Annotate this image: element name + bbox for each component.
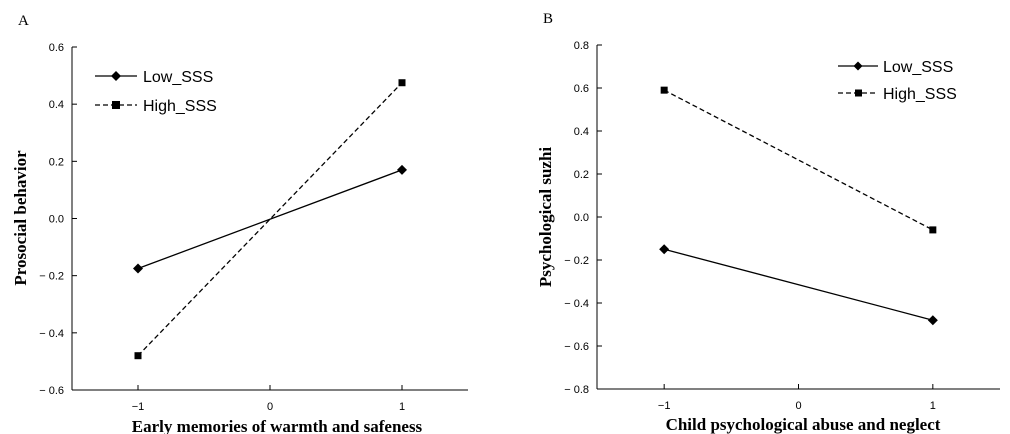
- legend-label-high-sss-b: High_SSS: [883, 86, 957, 103]
- x-axis-label-b: Child psychological abuse and neglect: [666, 415, 941, 434]
- series-group-b: [659, 86, 938, 326]
- y-tick-label: − 0.4: [564, 298, 589, 310]
- y-tick-label: 0.8: [574, 40, 589, 52]
- legend-item-low-sss-b: Low_SSS: [838, 59, 953, 76]
- y-tick-label: 0.0: [49, 214, 64, 226]
- data-point-low-sss: [397, 164, 407, 175]
- series-group-a: [133, 79, 407, 360]
- y-tick-label: − 0.6: [39, 385, 64, 397]
- panel-label-a: A: [18, 13, 29, 29]
- y-tick-label: 0.6: [49, 42, 64, 54]
- x-tick-label: 0: [267, 401, 273, 413]
- data-point-low-sss: [927, 315, 938, 326]
- legend-label-low-sss-b: Low_SSS: [883, 59, 953, 76]
- y-tick-label: 0.6: [574, 83, 589, 95]
- chart-panel-a: A − 0.6 − 0.4 − 0.2 0.0 0.2 0.4 0.6 −1 0 1 Early…: [11, 13, 468, 434]
- x-tick-label: 1: [399, 401, 405, 413]
- x-axis-ticks-b: −1 0 1: [658, 384, 936, 412]
- y-tick-label: − 0.2: [39, 271, 64, 283]
- data-point-high-sss: [660, 86, 668, 94]
- legend-item-high-sss-a: High_SSS: [95, 98, 217, 115]
- y-tick-label: − 0.4: [39, 328, 64, 340]
- x-axis-label-a: Early memories of warmth and safeness: [132, 417, 423, 434]
- x-tick-label: −1: [658, 400, 671, 412]
- x-tick-label: −1: [132, 401, 145, 413]
- series-line-high-sss: [137, 82, 403, 357]
- y-tick-label: − 0.2: [564, 255, 589, 267]
- series-line-high-sss: [663, 89, 934, 231]
- y-axis-ticks-b: − 0.8 − 0.6 − 0.4 − 0.2 0.0 0.2 0.4 0.6 0.8: [564, 40, 602, 396]
- series-line-low-sss: [137, 169, 403, 270]
- data-point-high-sss: [929, 226, 937, 234]
- y-tick-label: 0.4: [49, 99, 64, 111]
- y-tick-label: 0.0: [574, 212, 589, 224]
- y-tick-label: − 0.8: [564, 384, 589, 396]
- data-point-high-sss: [134, 352, 142, 360]
- y-axis-label-a: Prosocial behavior: [11, 150, 30, 286]
- legend-label-low-sss-a: Low_SSS: [143, 69, 213, 86]
- y-axis-label-b: Psychological suzhi: [536, 147, 555, 288]
- legend-label-high-sss-a: High_SSS: [143, 98, 217, 115]
- data-point-low-sss: [659, 244, 670, 255]
- series-line-low-sss: [664, 248, 933, 321]
- x-tick-label: 0: [795, 400, 801, 412]
- y-tick-label: − 0.6: [564, 341, 589, 353]
- data-point-high-sss: [398, 79, 406, 87]
- data-point-low-sss: [133, 263, 143, 274]
- y-tick-label: 0.2: [574, 169, 589, 181]
- panel-label-b: B: [543, 11, 553, 27]
- plot-frame-a: [71, 47, 468, 391]
- legend-a: Low_SSS High_SSS: [95, 69, 217, 115]
- y-tick-label: 0.4: [574, 126, 589, 138]
- x-tick-label: 1: [930, 400, 936, 412]
- legend-b: Low_SSS High_SSS: [838, 59, 957, 103]
- legend-item-high-sss-b: High_SSS: [838, 86, 957, 103]
- legend-item-low-sss-a: Low_SSS: [95, 69, 213, 86]
- chart-panel-b: B − 0.8 − 0.6 − 0.4 − 0.2 0.0 0.2 0.4 0.6 0.8 −1…: [536, 11, 1000, 434]
- y-axis-ticks-a: − 0.6 − 0.4 − 0.2 0.0 0.2 0.4 0.6: [39, 42, 77, 397]
- x-axis-ticks-a: −1 0 1: [132, 385, 405, 413]
- y-tick-label: 0.2: [49, 156, 64, 168]
